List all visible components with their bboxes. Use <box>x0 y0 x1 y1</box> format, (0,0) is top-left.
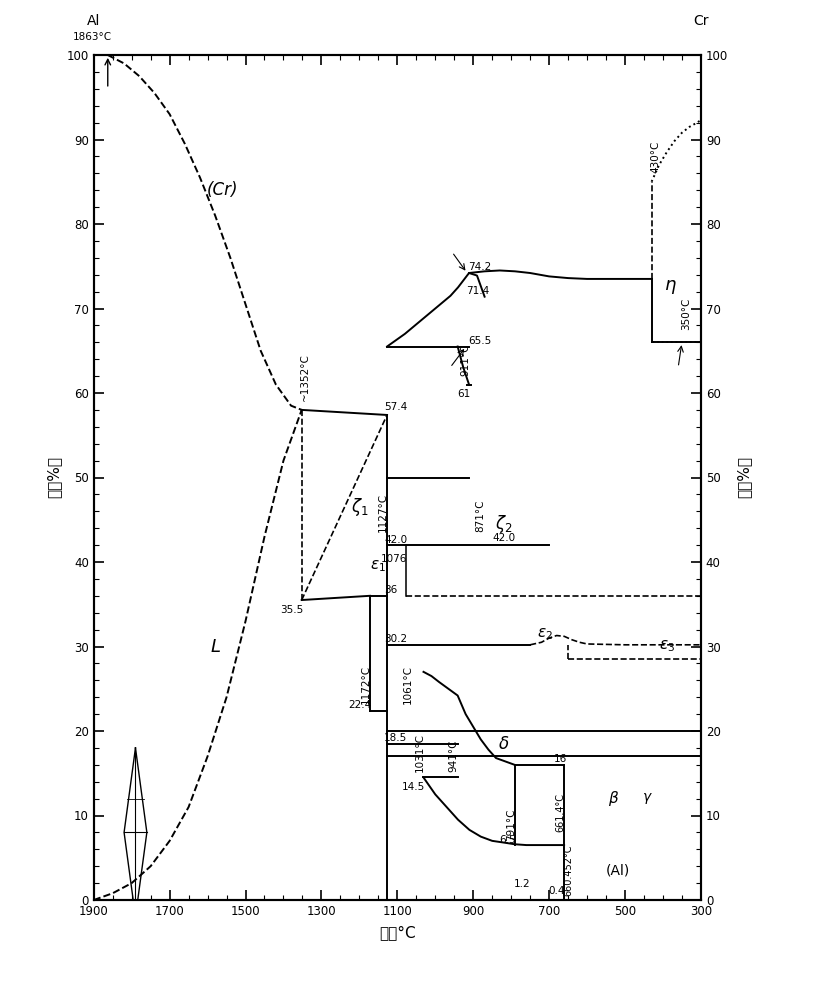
Text: 42.0: 42.0 <box>492 533 515 543</box>
Text: 350°C: 350°C <box>681 297 691 330</box>
Text: 30.2: 30.2 <box>384 634 408 644</box>
Text: 1127°C: 1127°C <box>378 493 388 532</box>
Text: $\eta$: $\eta$ <box>664 278 677 296</box>
Text: 1.2: 1.2 <box>514 879 531 889</box>
Y-axis label: 重量%钬: 重量%钬 <box>46 456 61 498</box>
Text: 430°C: 430°C <box>650 141 660 173</box>
Text: 74.2: 74.2 <box>468 262 491 272</box>
Text: 1172°C: 1172°C <box>361 665 371 704</box>
Text: $\varepsilon_1$: $\varepsilon_1$ <box>369 558 385 574</box>
Text: 36: 36 <box>384 585 397 595</box>
Text: (Al): (Al) <box>606 863 629 877</box>
Text: $\gamma$: $\gamma$ <box>642 791 653 806</box>
Text: 1863°C: 1863°C <box>73 32 112 42</box>
Text: 0.4: 0.4 <box>548 886 566 896</box>
Text: 911°C: 911°C <box>460 344 470 376</box>
Text: $\varepsilon_2$: $\varepsilon_2$ <box>537 626 553 642</box>
Text: 65.5: 65.5 <box>468 336 491 346</box>
Text: 35.5: 35.5 <box>280 605 303 615</box>
Text: 57.4: 57.4 <box>384 402 408 412</box>
Text: Cr: Cr <box>693 14 709 28</box>
Text: 16: 16 <box>554 754 567 764</box>
Text: L: L <box>210 638 220 656</box>
Text: 660.452°C: 660.452°C <box>563 844 574 896</box>
Text: 1061°C: 1061°C <box>403 665 413 704</box>
Text: 941°C: 941°C <box>449 739 459 772</box>
Text: $\zeta_2$: $\zeta_2$ <box>495 513 513 535</box>
Text: $\delta$: $\delta$ <box>498 735 509 753</box>
Text: $\beta$: $\beta$ <box>608 789 619 808</box>
X-axis label: 温度°C: 温度°C <box>379 925 416 940</box>
Text: 6.5: 6.5 <box>500 835 516 845</box>
Text: 1031°C: 1031°C <box>415 733 425 772</box>
Text: 791°C: 791°C <box>506 808 516 841</box>
Text: 42.0: 42.0 <box>384 535 408 545</box>
Text: 661.4°C: 661.4°C <box>555 793 565 832</box>
Y-axis label: 原子%钬: 原子%钬 <box>736 456 751 498</box>
Text: $\varepsilon_3$: $\varepsilon_3$ <box>659 639 675 654</box>
Text: $\zeta_1$: $\zeta_1$ <box>350 496 368 518</box>
Text: 71.4: 71.4 <box>466 286 489 296</box>
Text: 14.5: 14.5 <box>402 782 425 792</box>
Text: 871°C: 871°C <box>475 500 486 532</box>
Text: 22.4: 22.4 <box>348 700 372 710</box>
Text: 61: 61 <box>457 389 470 399</box>
Text: Al: Al <box>87 14 100 28</box>
Text: 18.5: 18.5 <box>384 733 408 743</box>
Text: ~1352°C: ~1352°C <box>300 354 310 401</box>
Text: 1076: 1076 <box>381 554 408 564</box>
Text: (Cr): (Cr) <box>207 181 239 199</box>
